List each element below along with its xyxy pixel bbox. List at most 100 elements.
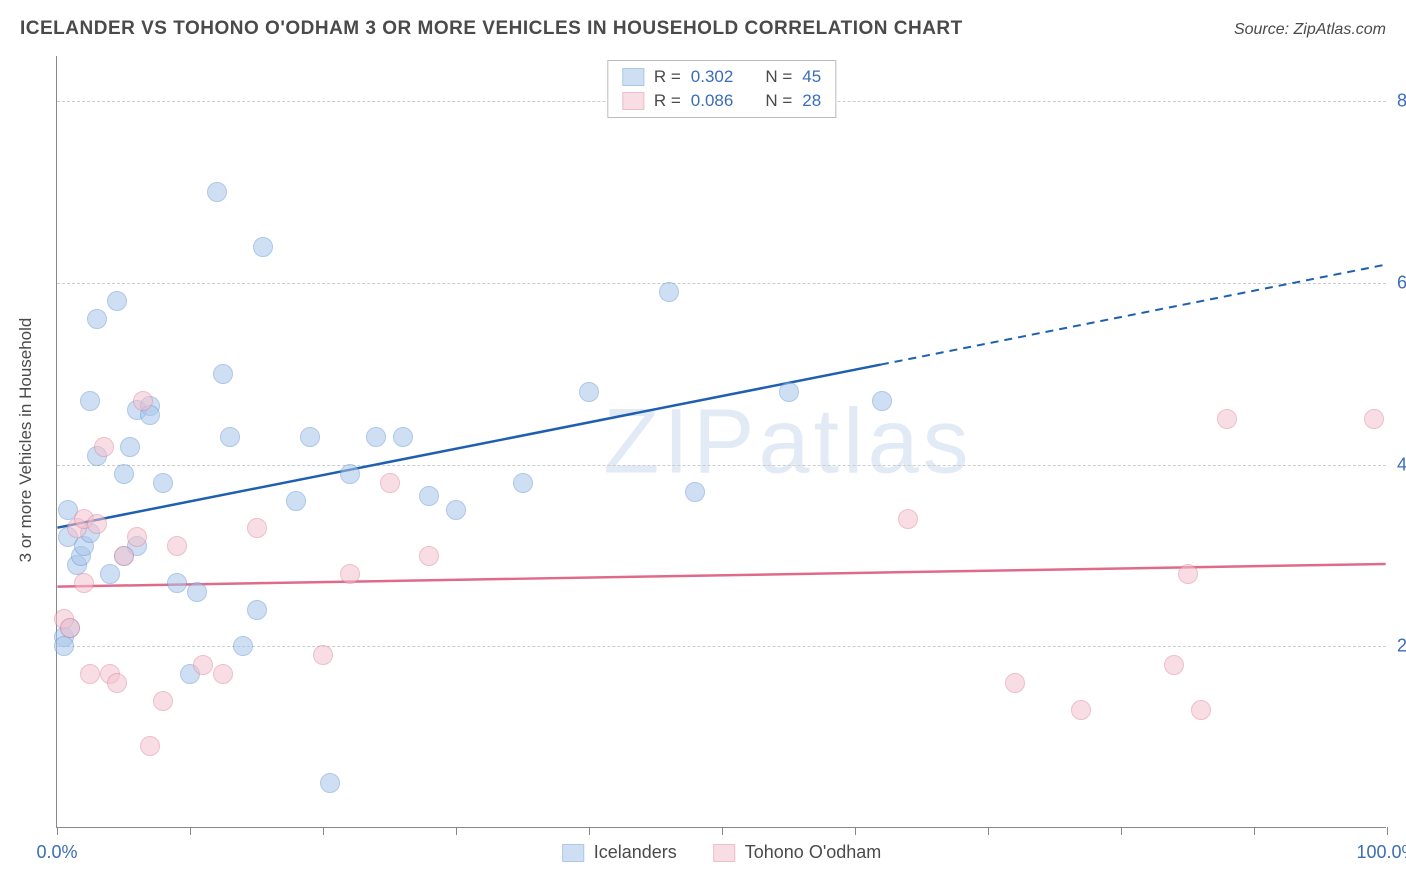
grid-line — [57, 465, 1386, 466]
data-point — [1178, 564, 1198, 584]
data-point — [1191, 700, 1211, 720]
legend-label: Tohono O'odham — [745, 842, 882, 863]
data-point — [127, 527, 147, 547]
data-point — [579, 382, 599, 402]
data-point — [380, 473, 400, 493]
y-tick-label: 40.0% — [1397, 454, 1406, 475]
data-point — [286, 491, 306, 511]
data-point — [685, 482, 705, 502]
legend-swatch — [622, 92, 644, 110]
y-axis-title: 3 or more Vehicles in Household — [16, 318, 36, 563]
data-point — [1005, 673, 1025, 693]
x-tick — [323, 827, 324, 835]
data-point — [872, 391, 892, 411]
data-point — [247, 600, 267, 620]
data-point — [114, 464, 134, 484]
data-point — [1071, 700, 1091, 720]
data-point — [140, 736, 160, 756]
data-point — [898, 509, 918, 529]
stat-n-value: 45 — [802, 67, 821, 87]
data-point — [419, 546, 439, 566]
data-point — [320, 773, 340, 793]
chart-title: ICELANDER VS TOHONO O'ODHAM 3 OR MORE VE… — [20, 18, 963, 40]
data-point — [1164, 655, 1184, 675]
data-point — [340, 464, 360, 484]
legend-swatch — [713, 844, 735, 862]
data-point — [114, 546, 134, 566]
legend-swatch — [562, 844, 584, 862]
data-point — [87, 514, 107, 534]
stat-n-value: 28 — [802, 91, 821, 111]
data-point — [446, 500, 466, 520]
data-point — [247, 518, 267, 538]
data-point — [207, 182, 227, 202]
x-tick-label: 0.0% — [36, 842, 77, 863]
data-point — [167, 573, 187, 593]
y-tick-label: 60.0% — [1397, 273, 1406, 294]
x-tick — [1121, 827, 1122, 835]
x-tick — [57, 827, 58, 835]
data-point — [213, 364, 233, 384]
x-tick — [988, 827, 989, 835]
data-point — [153, 473, 173, 493]
data-point — [220, 427, 240, 447]
legend-item: Icelanders — [562, 842, 677, 863]
data-point — [1364, 409, 1384, 429]
data-point — [60, 618, 80, 638]
data-point — [779, 382, 799, 402]
x-tick — [589, 827, 590, 835]
data-point — [233, 636, 253, 656]
grid-line — [57, 646, 1386, 647]
data-point — [393, 427, 413, 447]
data-point — [100, 564, 120, 584]
y-tick-label: 20.0% — [1397, 636, 1406, 657]
data-point — [167, 536, 187, 556]
data-point — [313, 645, 333, 665]
legend-swatch — [622, 68, 644, 86]
data-point — [54, 636, 74, 656]
stats-legend: R = 0.302 N = 45 R = 0.086 N = 28 — [607, 60, 836, 118]
stat-n-label: N = — [765, 91, 792, 111]
data-point — [213, 664, 233, 684]
legend-label: Icelanders — [594, 842, 677, 863]
x-tick-label: 100.0% — [1356, 842, 1406, 863]
legend-item: Tohono O'odham — [713, 842, 882, 863]
data-point — [659, 282, 679, 302]
grid-line — [57, 283, 1386, 284]
data-point — [80, 391, 100, 411]
trend-line-dashed — [881, 265, 1386, 365]
stat-r-label: R = — [654, 67, 681, 87]
data-point — [419, 486, 439, 506]
stat-n-label: N = — [765, 67, 792, 87]
source-label: Source: ZipAtlas.com — [1234, 21, 1386, 39]
stats-legend-row: R = 0.086 N = 28 — [622, 89, 821, 113]
data-point — [193, 655, 213, 675]
x-tick — [1254, 827, 1255, 835]
x-tick — [190, 827, 191, 835]
stat-r-value: 0.086 — [691, 91, 734, 111]
x-tick — [855, 827, 856, 835]
stats-legend-row: R = 0.302 N = 45 — [622, 65, 821, 89]
stat-r-value: 0.302 — [691, 67, 734, 87]
data-point — [300, 427, 320, 447]
data-point — [80, 664, 100, 684]
data-point — [340, 564, 360, 584]
stat-r-label: R = — [654, 91, 681, 111]
x-tick — [1387, 827, 1388, 835]
data-point — [74, 573, 94, 593]
data-point — [107, 291, 127, 311]
trend-lines — [57, 56, 1386, 827]
data-point — [187, 582, 207, 602]
title-bar: ICELANDER VS TOHONO O'ODHAM 3 OR MORE VE… — [20, 18, 1386, 40]
data-point — [133, 391, 153, 411]
data-point — [513, 473, 533, 493]
data-point — [153, 691, 173, 711]
data-point — [87, 309, 107, 329]
data-point — [107, 673, 127, 693]
x-tick — [722, 827, 723, 835]
data-point — [253, 237, 273, 257]
plot-area: ZIPatlas 20.0%40.0%60.0%80.0%0.0%100.0%R… — [56, 56, 1386, 828]
data-point — [1217, 409, 1237, 429]
trend-line-solid — [57, 365, 881, 528]
data-point — [120, 437, 140, 457]
